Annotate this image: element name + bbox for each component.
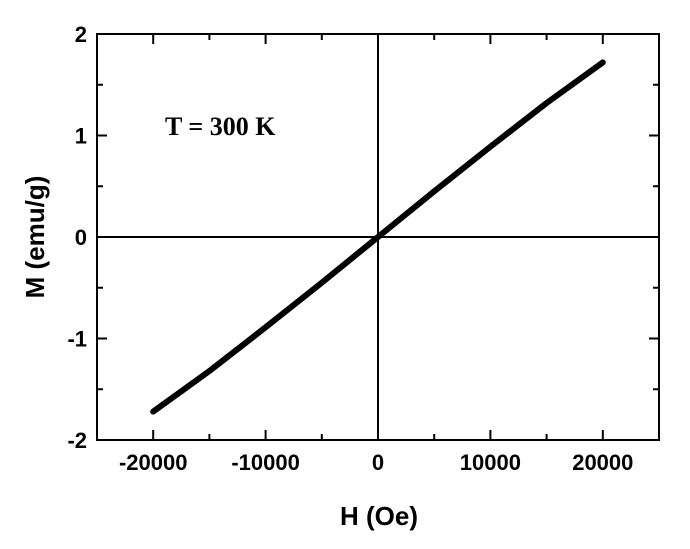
temperature-annotation: T = 300 K: [165, 112, 276, 141]
x-tick-label: -20000: [119, 450, 188, 475]
y-tick-label: 0: [75, 225, 87, 250]
y-tick-label: -2: [67, 428, 87, 453]
y-tick-label: -1: [67, 327, 87, 352]
x-tick-labels: -20000 -10000 0 10000 20000: [119, 450, 633, 475]
plot-frame: [96, 33, 660, 441]
x-tick-label: 20000: [572, 450, 633, 475]
x-tick-label: -10000: [231, 450, 300, 475]
y-tick-labels: -2 -1 0 1 2: [67, 22, 87, 453]
y-tick-label: 1: [75, 124, 87, 149]
y-tick-label: 2: [75, 22, 87, 47]
x-tick-label: 0: [372, 450, 384, 475]
x-axis-label: H (Oe): [340, 501, 418, 531]
x-tick-label: 10000: [460, 450, 521, 475]
y-axis-label: M (emu/g): [20, 176, 50, 299]
magnetization-curve: [150, 59, 606, 415]
